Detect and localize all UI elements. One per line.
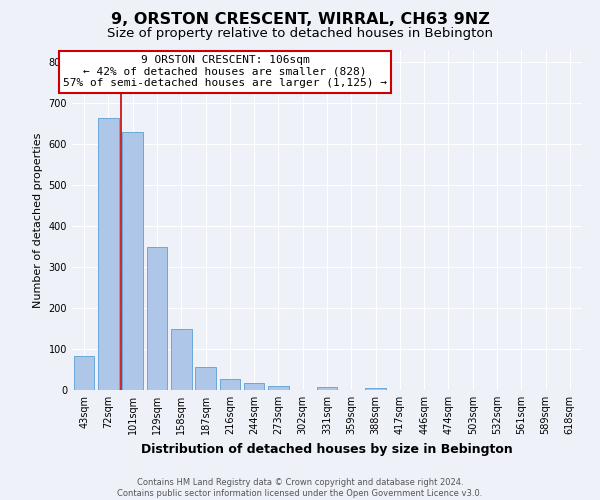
Text: 9, ORSTON CRESCENT, WIRRAL, CH63 9NZ: 9, ORSTON CRESCENT, WIRRAL, CH63 9NZ: [110, 12, 490, 28]
X-axis label: Distribution of detached houses by size in Bebington: Distribution of detached houses by size …: [141, 442, 513, 456]
Y-axis label: Number of detached properties: Number of detached properties: [33, 132, 43, 308]
Bar: [146, 248, 167, 390]
Bar: [268, 386, 289, 390]
Bar: [74, 356, 94, 390]
Bar: [220, 379, 240, 390]
Text: 9 ORSTON CRESCENT: 106sqm
← 42% of detached houses are smaller (828)
57% of semi: 9 ORSTON CRESCENT: 106sqm ← 42% of detac…: [63, 55, 387, 88]
Bar: [122, 132, 143, 390]
Bar: [195, 366, 216, 390]
Bar: [365, 388, 386, 390]
Bar: [98, 118, 119, 390]
Bar: [244, 382, 265, 390]
Text: Size of property relative to detached houses in Bebington: Size of property relative to detached ho…: [107, 28, 493, 40]
Bar: [171, 330, 191, 390]
Bar: [317, 387, 337, 390]
Text: Contains HM Land Registry data © Crown copyright and database right 2024.
Contai: Contains HM Land Registry data © Crown c…: [118, 478, 482, 498]
